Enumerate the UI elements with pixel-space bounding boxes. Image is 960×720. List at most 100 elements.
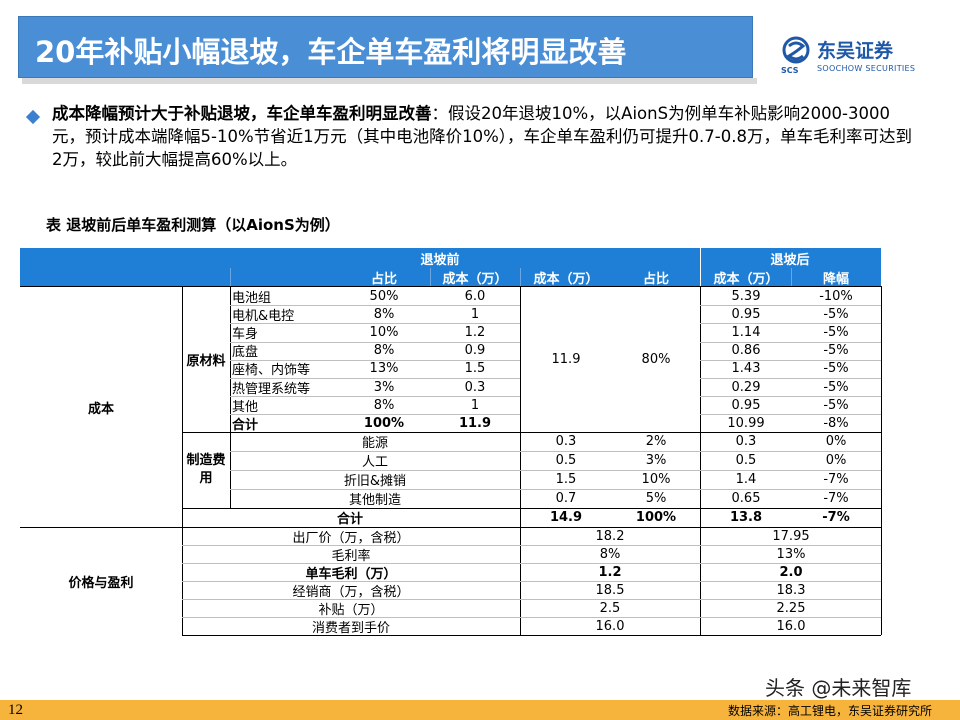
- table-line: [700, 323, 881, 325]
- mfg-item-after: 0.3: [735, 434, 757, 449]
- mfg-item-share: 5%: [645, 491, 667, 506]
- raw-merged-cost: 11.9: [551, 352, 581, 367]
- raw-item-name: 座椅、内饰等: [232, 363, 311, 379]
- table-line: [182, 617, 881, 618]
- table-line: [20, 527, 881, 528]
- raw-item-after: 1.43: [731, 361, 761, 377]
- total-label: 合计: [336, 512, 363, 527]
- raw-item-drop: -5%: [823, 361, 849, 377]
- group-cost: 成本: [87, 401, 114, 417]
- raw-item-drop: -5%: [823, 397, 849, 413]
- raw-item-drop: -8%: [823, 415, 849, 431]
- mfg-item-after: 0.65: [731, 491, 761, 506]
- price-item-name: 补贴（万）: [318, 602, 384, 618]
- header-cost-merged: 成本（万）: [533, 271, 599, 287]
- sub-raw-materials: 原材料: [186, 354, 226, 369]
- logo-abbreviation: SCS: [781, 66, 799, 75]
- price-item-name: 消费者到手价: [311, 620, 390, 636]
- sub-manufacturing: 制造费用: [182, 432, 230, 508]
- mfg-item-drop: -7%: [823, 472, 849, 487]
- raw-item-after: 0.95: [731, 397, 761, 413]
- raw-item-drop: -5%: [823, 343, 849, 359]
- table-line: [182, 581, 881, 582]
- raw-item-drop: -5%: [823, 306, 849, 322]
- table-line: [230, 323, 520, 325]
- raw-item-cost: 11.9: [458, 415, 492, 431]
- price-item-name: 毛利率: [331, 548, 371, 564]
- raw-merged-share: 80%: [641, 352, 671, 367]
- price-item-after: 2.0: [779, 564, 803, 580]
- mfg-item-cost: 0.3: [555, 434, 577, 449]
- total-drop: -7%: [822, 510, 850, 525]
- price-item-name: 单车毛利（万）: [305, 566, 397, 582]
- mfg-item-share: 2%: [645, 434, 667, 449]
- total-after: 13.8: [729, 510, 763, 525]
- raw-item-cost: 1: [470, 306, 480, 322]
- price-item-before: 2.5: [599, 600, 621, 616]
- mfg-item-cost: 1.5: [555, 472, 577, 487]
- table-line: [700, 286, 701, 635]
- table-line: [700, 341, 881, 343]
- total-share: 100%: [635, 510, 677, 525]
- price-item-after: 17.95: [772, 528, 810, 544]
- price-item-name: 出厂价（万，含税）: [292, 530, 410, 546]
- table-line: [700, 305, 881, 307]
- table-line: [182, 286, 183, 635]
- price-item-after: 13%: [776, 546, 806, 562]
- logo-mark-icon: [782, 36, 810, 64]
- mfg-item-share: 3%: [645, 453, 667, 468]
- raw-item-after: 5.39: [731, 288, 761, 304]
- raw-item-drop: -5%: [823, 379, 849, 395]
- mfg-item-drop: 0%: [825, 434, 847, 449]
- table-line: [182, 563, 881, 564]
- header-share-merged: 占比: [642, 271, 669, 287]
- raw-item-cost: 1: [470, 397, 480, 413]
- raw-item-share: 100%: [363, 415, 405, 431]
- group-price: 价格与盈利: [68, 575, 134, 591]
- mfg-item-after: 1.4: [735, 472, 757, 487]
- page-title: 20年补贴小幅退坡，车企单车盈利将明显改善: [35, 35, 627, 69]
- price-item-after: 18.3: [776, 582, 806, 598]
- table-line: [230, 378, 520, 379]
- raw-item-share: 13%: [369, 361, 399, 377]
- raw-item-after: 0.86: [731, 343, 761, 359]
- price-item-before: 18.5: [595, 582, 625, 598]
- raw-item-name: 车身: [232, 326, 259, 342]
- header-cost: 成本（万）: [442, 271, 508, 287]
- header-before: 退坡前: [420, 252, 460, 268]
- title-shadow: [22, 78, 757, 84]
- header-after: 退坡后: [770, 252, 810, 268]
- table-line: [230, 451, 881, 452]
- data-source: 数据来源：高工锂电，东吴证券研究所: [727, 704, 932, 718]
- summary-paragraph: 成本降幅预计大于补贴退坡，车企单车盈利明显改善：假设20年退坡10%，以Aion…: [52, 102, 922, 171]
- raw-item-share: 3%: [373, 379, 395, 395]
- raw-item-cost: 0.9: [464, 343, 486, 359]
- mfg-item-cost: 0.7: [555, 491, 577, 506]
- raw-item-share: 10%: [369, 324, 399, 340]
- table-line: [20, 286, 881, 287]
- raw-item-cost: 1.5: [464, 361, 486, 377]
- price-item-before: 18.2: [595, 528, 625, 544]
- header-blank: [20, 248, 182, 286]
- header-share: 占比: [370, 271, 397, 287]
- logo-english-name: SOOCHOW SECURITIES: [817, 64, 916, 73]
- price-item-name: 经销商（万，含税）: [292, 584, 410, 600]
- page-number: 12: [8, 702, 23, 718]
- raw-item-share: 8%: [373, 397, 395, 413]
- summary-text: ：假设20年退坡10%，以AionS为例单车补贴影响2000-3000元，预计成…: [52, 104, 912, 169]
- table-line: [230, 489, 881, 490]
- raw-item-cost: 6.0: [464, 288, 486, 304]
- header-divider: [791, 268, 792, 286]
- header-divider: [230, 268, 231, 286]
- table-caption: 表 退坡前后单车盈利测算（以AionS为例）: [46, 216, 340, 234]
- company-logo: 东吴证券 SCS SOOCHOW SECURITIES: [775, 36, 945, 76]
- raw-item-after: 0.95: [731, 306, 761, 322]
- logo-chinese-name: 东吴证券: [817, 40, 894, 62]
- table-line: [881, 286, 882, 635]
- footer-bar: [0, 700, 960, 720]
- mfg-item-cost: 0.5: [555, 453, 577, 468]
- raw-item-name: 电池组: [232, 290, 272, 306]
- mfg-item-drop: -7%: [823, 491, 849, 506]
- raw-item-drop: -10%: [819, 288, 853, 304]
- table-line: [700, 414, 881, 416]
